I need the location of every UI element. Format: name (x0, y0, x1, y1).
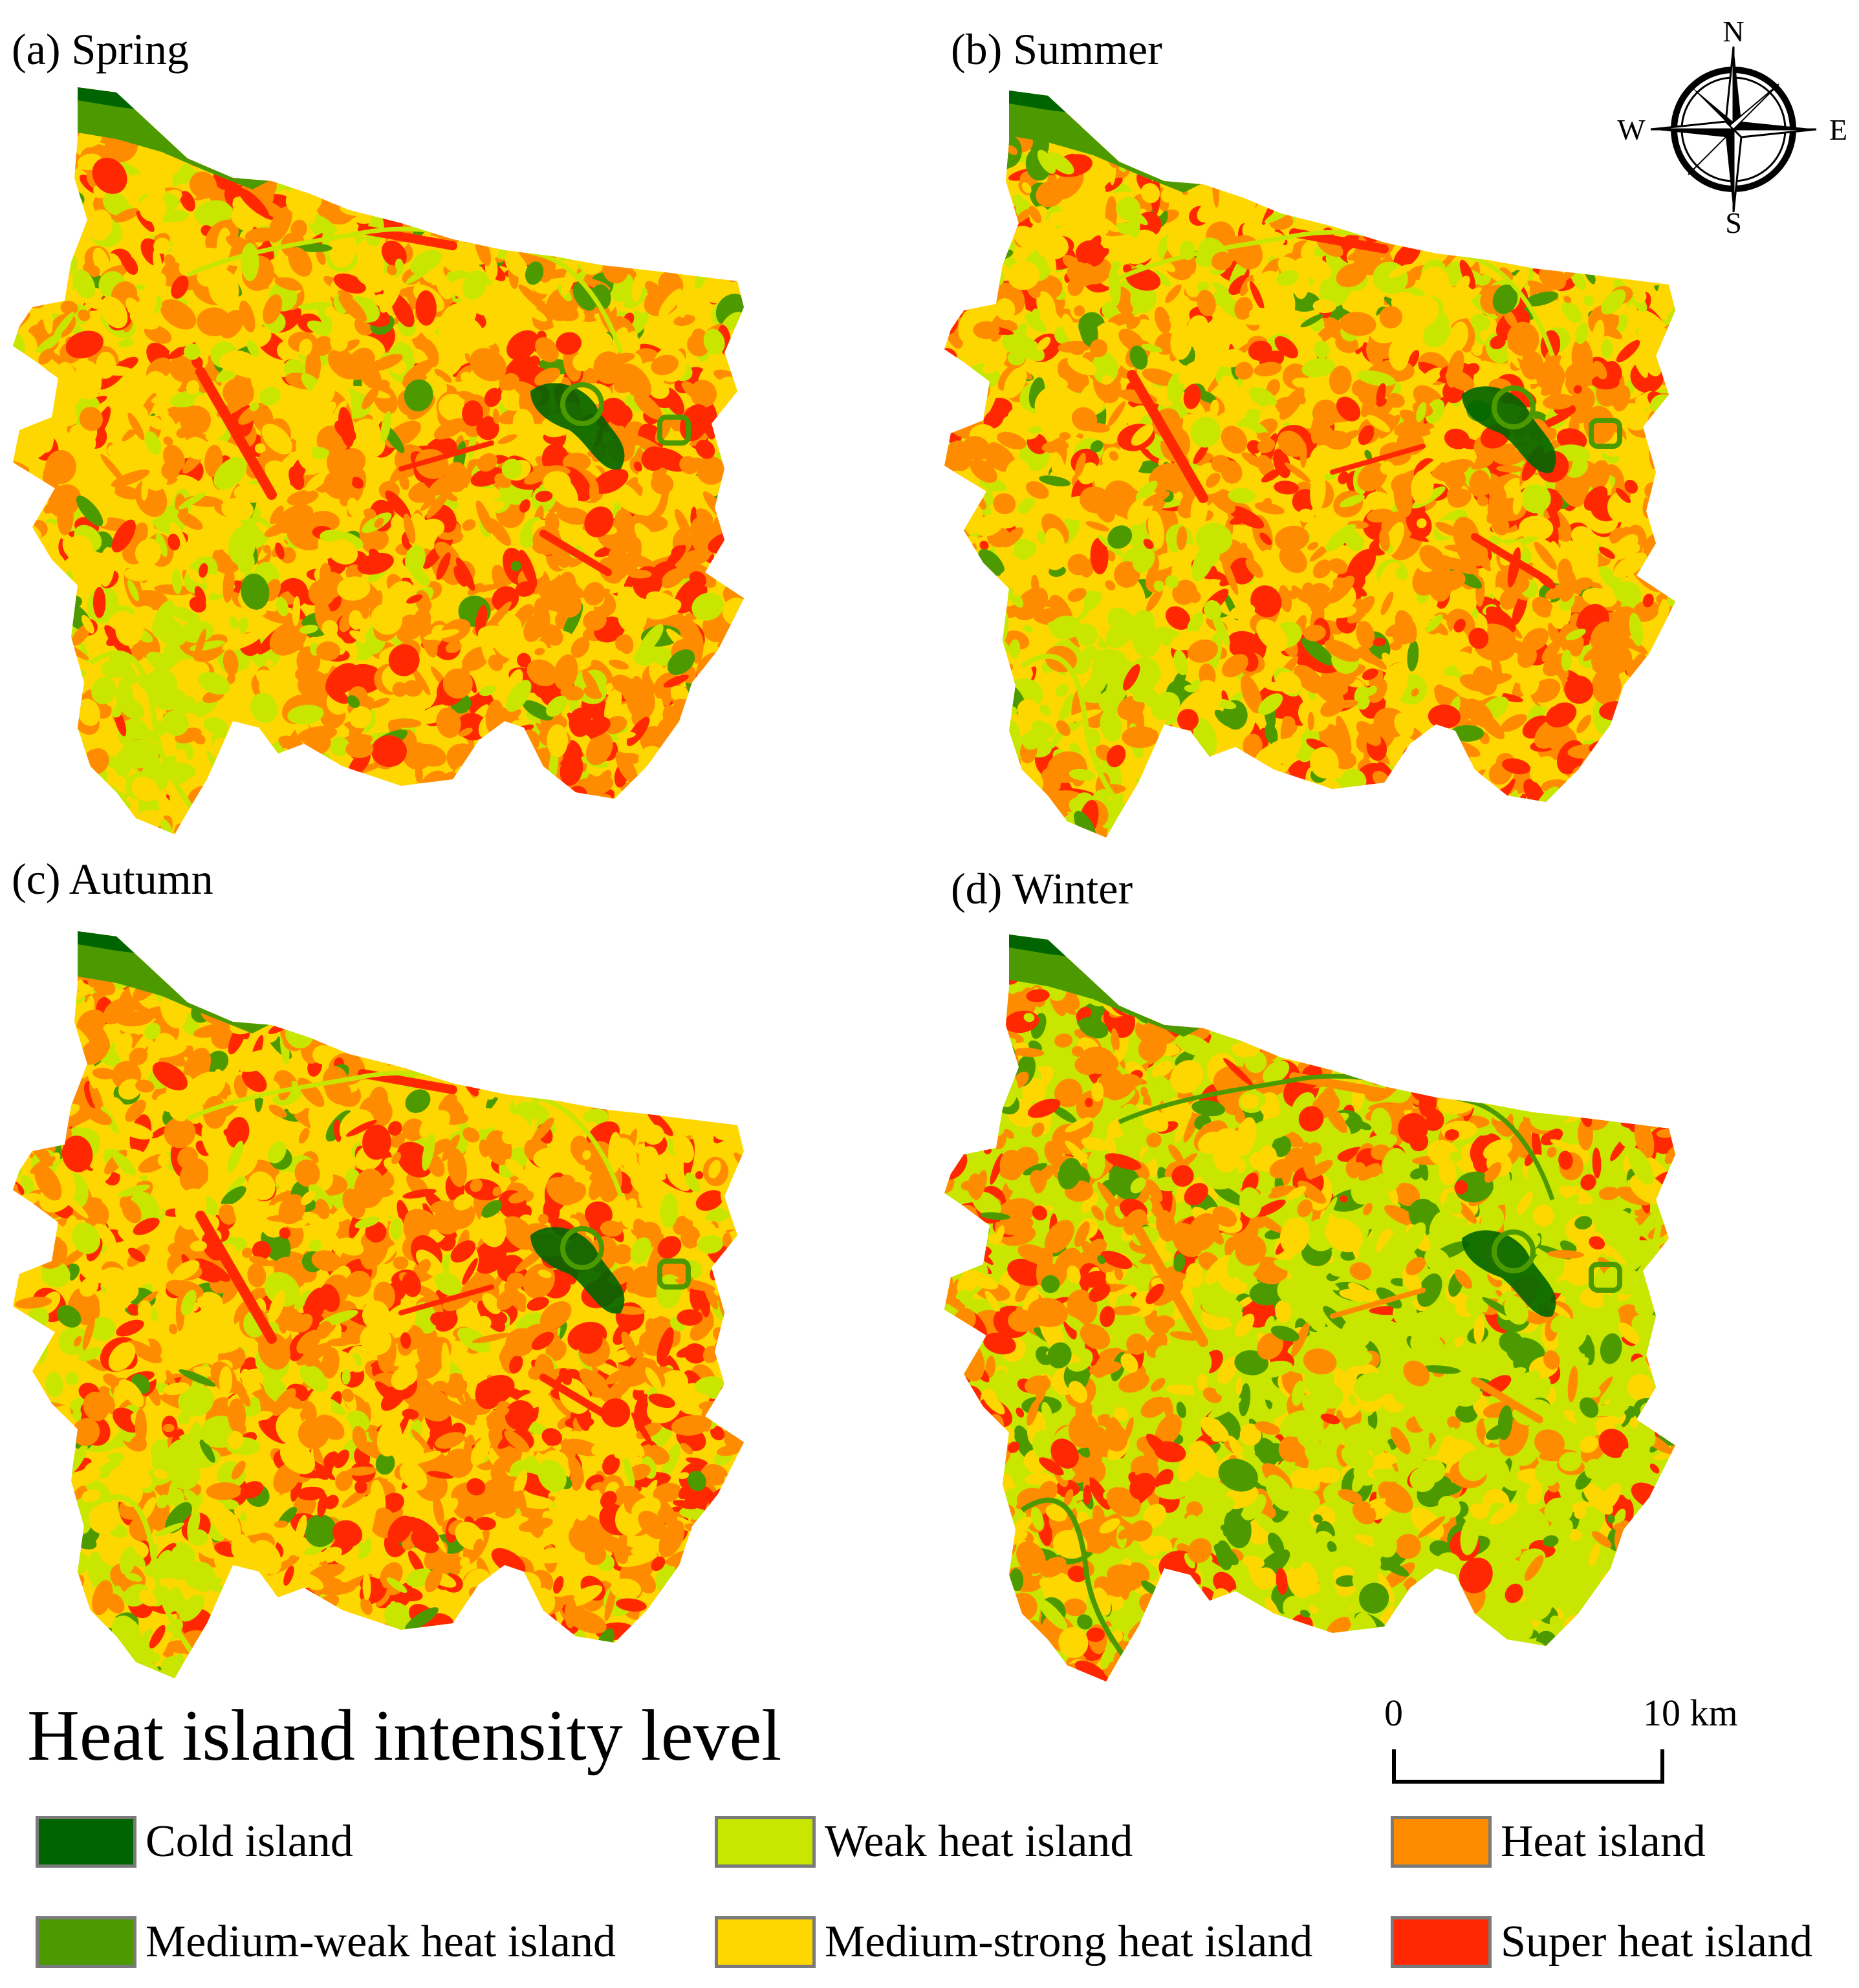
compass-star (1650, 46, 1817, 213)
map-raster-summer (944, 91, 1675, 837)
legend-swatch (1391, 1816, 1492, 1868)
legend-item-cold-island: Cold island (36, 1811, 353, 1873)
map-raster-spring (13, 87, 744, 834)
legend-item-weak-heat-island: Weak heat island (715, 1811, 1133, 1873)
scale-end-label: 10 km (1643, 1692, 1738, 1734)
legend-label: Heat island (1501, 1817, 1706, 1866)
panel-title-spring: (a) Spring (12, 25, 189, 74)
legend-label: Medium-weak heat island (146, 1917, 616, 1967)
map-raster-winter (944, 935, 1675, 1681)
compass-label-n: N (1723, 15, 1744, 48)
map-spring (13, 87, 744, 834)
panel-title-summer: (b) Summer (951, 25, 1162, 74)
panel-title-winter: (d) Winter (951, 864, 1133, 913)
legend-label: Medium-strong heat island (825, 1917, 1313, 1967)
legend-swatch (715, 1816, 816, 1868)
legend-swatch (36, 1816, 136, 1868)
scale-start-label: 0 (1384, 1692, 1403, 1734)
legend-label: Cold island (146, 1817, 353, 1866)
panel-title-autumn: (c) Autumn (12, 854, 213, 903)
legend-item-medium-weak-heat-island: Medium-weak heat island (36, 1911, 616, 1973)
scale-bar: 0 10 km (1378, 1692, 1738, 1791)
map-autumn (13, 931, 744, 1678)
legend-label: Super heat island (1501, 1917, 1813, 1967)
map-winter (944, 935, 1675, 1681)
map-raster-autumn (13, 931, 744, 1678)
compass-label-w: W (1617, 113, 1646, 146)
compass-label-s: S (1725, 206, 1742, 239)
legend-swatch (36, 1916, 136, 1968)
compass-label-e: E (1829, 113, 1847, 146)
legend-item-super-heat-island: Super heat island (1391, 1911, 1812, 1973)
legend-label: Weak heat island (825, 1817, 1133, 1866)
legend-title: Heat island intensity level (27, 1696, 782, 1776)
legend-item-heat-island: Heat island (1391, 1811, 1706, 1873)
legend-swatch (1391, 1916, 1492, 1968)
legend-swatch (715, 1916, 816, 1968)
legend-item-medium-strong-heat-island: Medium-strong heat island (715, 1911, 1312, 1973)
compass-rose: N S W E (1617, 15, 1847, 239)
